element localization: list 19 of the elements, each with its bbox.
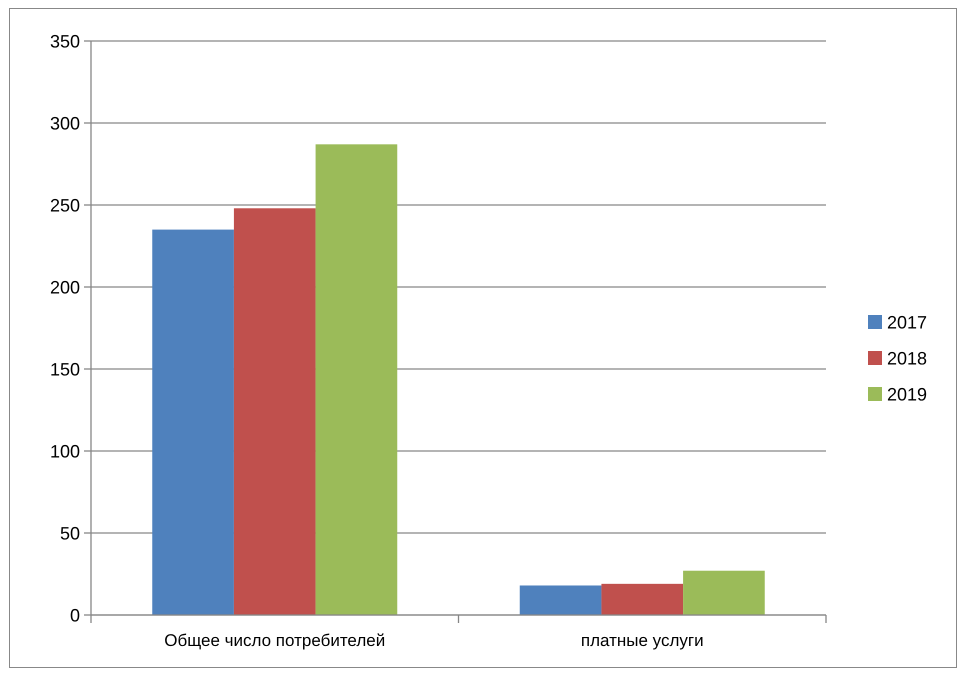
bar [234, 208, 316, 615]
legend-label: 2018 [887, 348, 928, 368]
bar [683, 570, 765, 615]
y-tick-label: 0 [70, 605, 80, 626]
y-tick-label: 100 [50, 441, 80, 462]
legend-label: 2019 [887, 384, 928, 404]
y-tick-label: 50 [60, 523, 80, 544]
bar [152, 230, 234, 615]
bar [601, 584, 684, 615]
y-tick-label: 250 [50, 195, 80, 216]
y-tick-label: 300 [50, 113, 80, 134]
bar [316, 144, 398, 615]
x-tick-label: Общее число потребителей [164, 631, 386, 650]
bar [520, 585, 602, 615]
legend-label: 2017 [887, 312, 928, 332]
y-tick-label: 150 [50, 359, 80, 380]
y-tick-label: 200 [50, 277, 80, 298]
y-tick-label: 350 [50, 31, 80, 52]
x-tick-label: платные услуги [580, 631, 704, 650]
